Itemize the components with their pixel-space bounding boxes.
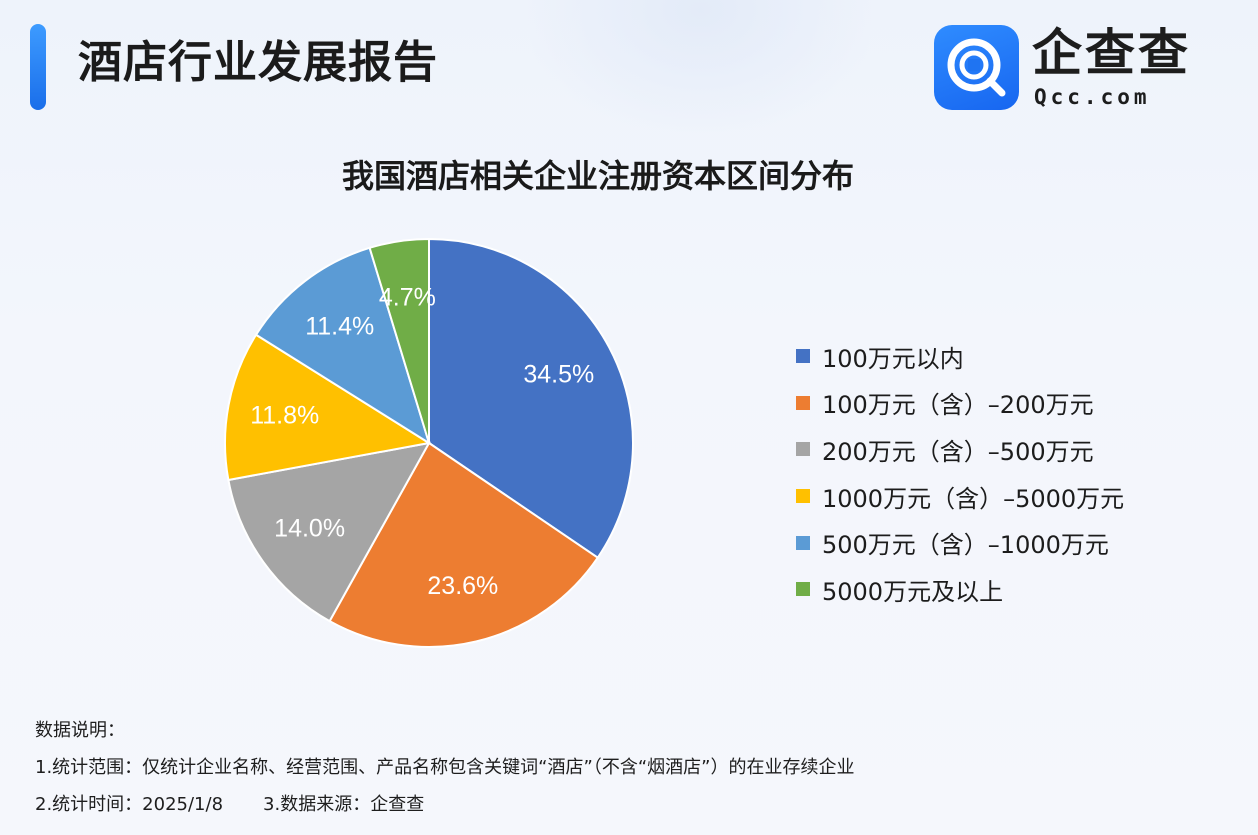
legend-label-3: 1000万元（含）–5000万元 xyxy=(822,484,1125,513)
legend-item-5: 5000万元及以上 xyxy=(796,566,1124,613)
notes-time: 2.统计时间：2025/1/8 xyxy=(35,794,224,815)
pie-data-label-0: 34.5% xyxy=(523,360,594,388)
legend-item-2: 200万元（含）–500万元 xyxy=(796,426,1124,473)
notes-source: 3.数据来源：企查查 xyxy=(263,794,425,815)
page-title: 酒店行业发展报告 xyxy=(78,37,438,88)
legend-swatch-0 xyxy=(796,349,810,364)
legend-item-4: 500万元（含）–1000万元 xyxy=(796,519,1124,566)
logo-brand-name: 企查查 xyxy=(1032,24,1191,82)
notes-heading: 数据说明： xyxy=(35,720,125,741)
legend-swatch-5 xyxy=(796,582,810,597)
pie-data-label-5: 4.7% xyxy=(379,284,436,312)
pie-slice-3 xyxy=(224,333,432,482)
pie-data-label-1: 23.6% xyxy=(427,572,498,600)
notes-time-source-line: 2.统计时间：2025/1/8 3.数据来源：企查查 xyxy=(35,786,854,823)
legend-label-4: 500万元（含）–1000万元 xyxy=(822,531,1109,560)
logo-domain: Qcc.com xyxy=(1034,85,1151,109)
legend-swatch-1 xyxy=(796,395,810,410)
legend-label-5: 5000万元及以上 xyxy=(822,577,1004,606)
pie-data-label-3: 11.8% xyxy=(250,401,319,429)
qcc-search-logo-icon xyxy=(934,25,1019,110)
data-notes: 数据说明： 1.统计范围：仅统计企业名称、经营范围、产品名称包含关键词“酒店”（… xyxy=(35,712,854,823)
legend-swatch-3 xyxy=(796,489,810,504)
legend-label-1: 100万元（含）–200万元 xyxy=(822,391,1094,420)
legend-label-2: 200万元（含）–500万元 xyxy=(822,437,1094,466)
pie-slice-5 xyxy=(368,237,430,444)
chart-title: 我国酒店相关企业注册资本区间分布 xyxy=(341,157,854,195)
pie-slice-0 xyxy=(428,237,634,560)
title-accent-bar xyxy=(30,24,46,110)
pie-slice-1 xyxy=(328,441,600,648)
chart-legend: 100万元以内 100万元（含）–200万元 200万元（含）–500万元 1000万… xyxy=(796,333,1124,613)
legend-item-1: 100万元（含）–200万元 xyxy=(796,380,1124,427)
pie-slice-2 xyxy=(227,441,431,623)
pie-data-label-4: 11.4% xyxy=(305,312,374,340)
legend-item-3: 1000万元（含）–5000万元 xyxy=(796,473,1124,520)
legend-swatch-2 xyxy=(796,442,810,457)
pie-slice-4 xyxy=(254,246,431,446)
notes-scope: 1.统计范围：仅统计企业名称、经营范围、产品名称包含关键词“酒店”（不含“烟酒店… xyxy=(35,757,855,778)
pie-data-label-2: 14.0% xyxy=(274,515,345,543)
legend-item-0: 100万元以内 xyxy=(796,333,1124,380)
legend-swatch-4 xyxy=(796,535,810,550)
legend-label-0: 100万元以内 xyxy=(822,344,964,373)
